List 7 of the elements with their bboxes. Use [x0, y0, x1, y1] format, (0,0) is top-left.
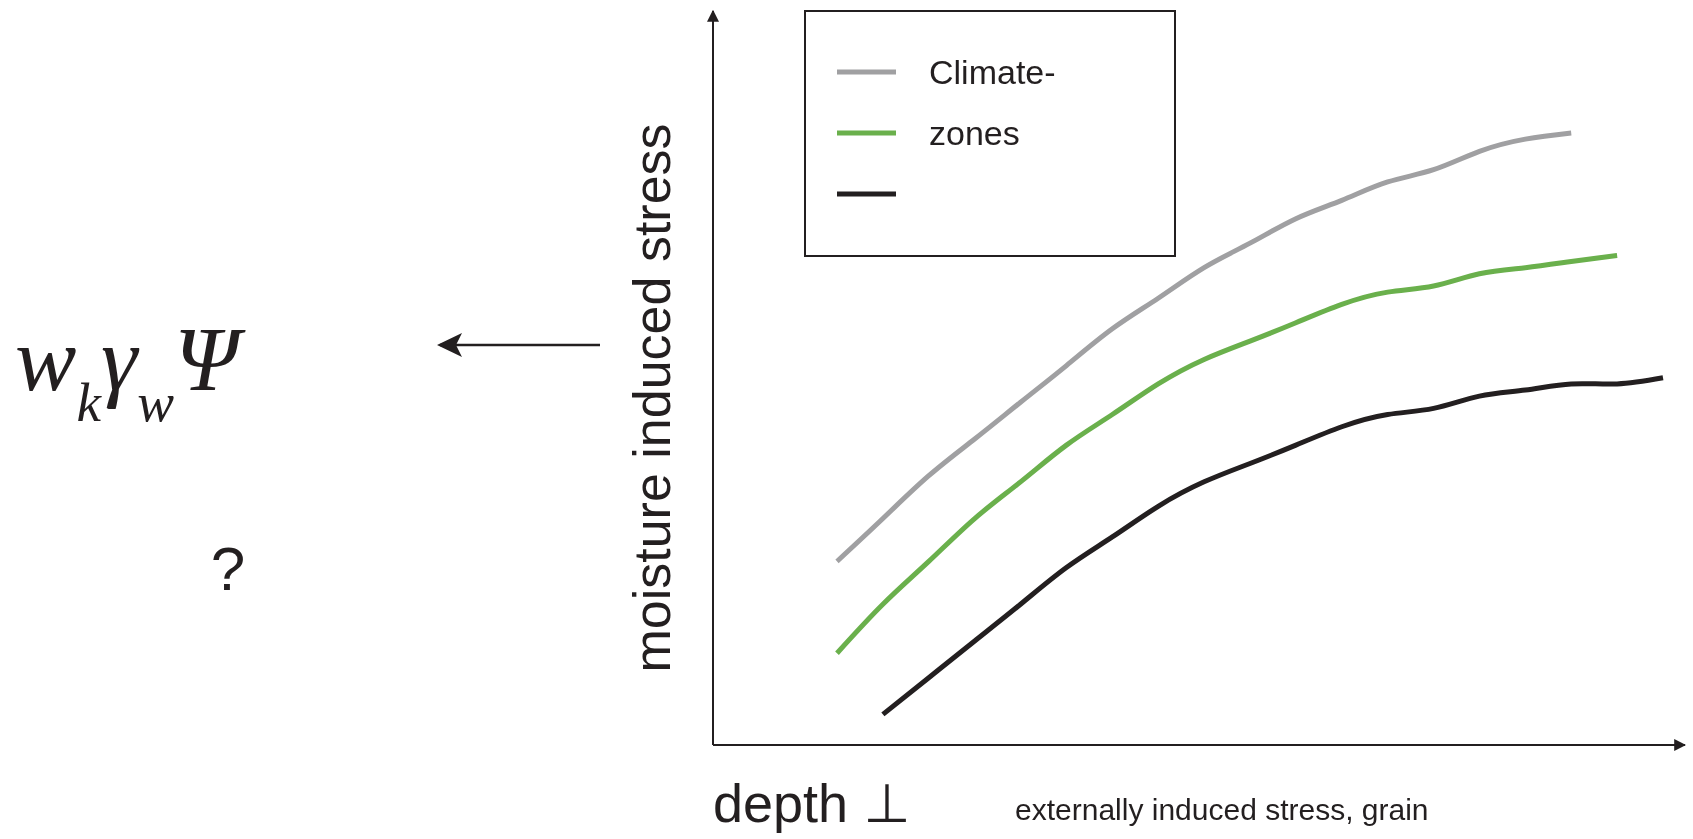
- legend-label: zones: [929, 113, 1020, 152]
- x-axis-title: depth ⊥: [713, 773, 911, 833]
- legend-label: Climate-: [929, 52, 1056, 91]
- text: externally induced stress, grain: [1015, 793, 1429, 826]
- y-axis-title: moisture induced stress: [623, 123, 681, 673]
- text: ?: [210, 534, 246, 603]
- text: w$_{k}$γ$_{w}$Ψ: [15, 308, 246, 433]
